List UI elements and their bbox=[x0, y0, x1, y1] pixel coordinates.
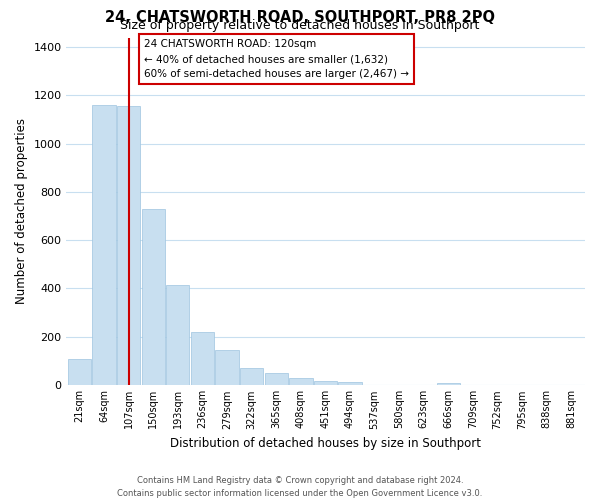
X-axis label: Distribution of detached houses by size in Southport: Distribution of detached houses by size … bbox=[170, 437, 481, 450]
Text: Size of property relative to detached houses in Southport: Size of property relative to detached ho… bbox=[121, 19, 479, 32]
Text: 24, CHATSWORTH ROAD, SOUTHPORT, PR8 2PQ: 24, CHATSWORTH ROAD, SOUTHPORT, PR8 2PQ bbox=[105, 10, 495, 25]
Bar bbox=[191, 332, 214, 385]
Bar bbox=[338, 382, 362, 385]
Bar bbox=[215, 350, 239, 385]
Bar bbox=[142, 209, 165, 385]
Text: 24 CHATSWORTH ROAD: 120sqm
← 40% of detached houses are smaller (1,632)
60% of s: 24 CHATSWORTH ROAD: 120sqm ← 40% of deta… bbox=[144, 39, 409, 79]
Text: Contains HM Land Registry data © Crown copyright and database right 2024.
Contai: Contains HM Land Registry data © Crown c… bbox=[118, 476, 482, 498]
Bar bbox=[314, 380, 337, 385]
Bar bbox=[289, 378, 313, 385]
Bar bbox=[240, 368, 263, 385]
Bar bbox=[117, 106, 140, 385]
Y-axis label: Number of detached properties: Number of detached properties bbox=[15, 118, 28, 304]
Bar bbox=[68, 359, 91, 385]
Bar bbox=[265, 373, 288, 385]
Bar bbox=[92, 105, 116, 385]
Bar bbox=[437, 383, 460, 385]
Bar bbox=[166, 285, 190, 385]
